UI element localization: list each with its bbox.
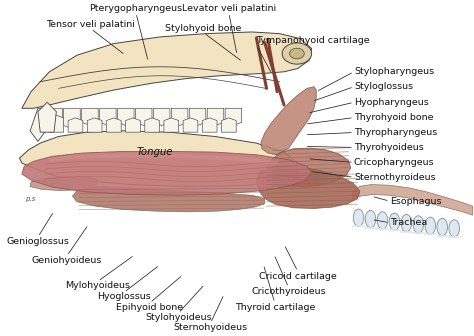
Polygon shape bbox=[202, 118, 217, 132]
Ellipse shape bbox=[401, 214, 411, 232]
Ellipse shape bbox=[365, 210, 376, 228]
Text: Pterygopharyngeus: Pterygopharyngeus bbox=[89, 4, 182, 13]
Text: Styloglossus: Styloglossus bbox=[354, 82, 413, 91]
Text: Epihyoid bone: Epihyoid bone bbox=[116, 303, 183, 312]
Circle shape bbox=[282, 43, 311, 64]
Ellipse shape bbox=[437, 218, 447, 236]
Polygon shape bbox=[118, 108, 134, 126]
Polygon shape bbox=[154, 108, 170, 126]
Polygon shape bbox=[352, 184, 473, 215]
Polygon shape bbox=[261, 87, 316, 155]
Polygon shape bbox=[189, 108, 206, 126]
Text: Cricopharyngeus: Cricopharyngeus bbox=[354, 158, 435, 167]
Polygon shape bbox=[38, 102, 56, 132]
Text: Mylohyoideus: Mylohyoideus bbox=[65, 282, 130, 290]
Ellipse shape bbox=[389, 213, 400, 230]
Polygon shape bbox=[256, 166, 360, 208]
Text: Genioglossus: Genioglossus bbox=[7, 237, 69, 246]
Polygon shape bbox=[221, 118, 236, 132]
Ellipse shape bbox=[377, 212, 388, 229]
Polygon shape bbox=[107, 118, 121, 132]
Polygon shape bbox=[49, 154, 279, 165]
Polygon shape bbox=[136, 108, 152, 126]
Polygon shape bbox=[207, 108, 224, 126]
Text: Sternothyroideus: Sternothyroideus bbox=[354, 173, 436, 182]
Text: Tongue: Tongue bbox=[137, 147, 173, 157]
Text: Cricoid cartilage: Cricoid cartilage bbox=[259, 271, 337, 281]
Polygon shape bbox=[73, 186, 264, 212]
Polygon shape bbox=[100, 108, 116, 126]
Text: p.s: p.s bbox=[26, 196, 36, 202]
Text: Esophagus: Esophagus bbox=[390, 197, 441, 206]
Polygon shape bbox=[49, 115, 64, 132]
Polygon shape bbox=[164, 118, 179, 132]
Polygon shape bbox=[171, 108, 188, 126]
Polygon shape bbox=[68, 118, 83, 132]
Polygon shape bbox=[126, 118, 140, 132]
Polygon shape bbox=[19, 131, 298, 186]
Text: Tensor veli palatini: Tensor veli palatini bbox=[46, 19, 135, 29]
Polygon shape bbox=[64, 108, 80, 129]
Text: Hyopharyngeus: Hyopharyngeus bbox=[354, 98, 428, 107]
Text: Thyrohyoid bone: Thyrohyoid bone bbox=[354, 113, 433, 122]
Text: Sternohyoideus: Sternohyoideus bbox=[173, 323, 247, 332]
Ellipse shape bbox=[413, 216, 424, 233]
Text: Cricothyroideus: Cricothyroideus bbox=[251, 287, 326, 296]
Polygon shape bbox=[82, 108, 98, 126]
Text: Stylohyoid bone: Stylohyoid bone bbox=[165, 24, 242, 33]
Text: Stylohyoideus: Stylohyoideus bbox=[145, 313, 211, 322]
Text: Geniohyoideus: Geniohyoideus bbox=[32, 256, 102, 265]
Polygon shape bbox=[145, 118, 160, 132]
Polygon shape bbox=[22, 32, 311, 108]
Text: Trachea: Trachea bbox=[390, 218, 427, 227]
Text: Thyropharyngeus: Thyropharyngeus bbox=[354, 128, 437, 137]
Polygon shape bbox=[87, 118, 102, 132]
Polygon shape bbox=[266, 148, 351, 187]
Text: Thyrohyoideus: Thyrohyoideus bbox=[354, 143, 424, 152]
Text: Stylopharyngeus: Stylopharyngeus bbox=[354, 67, 434, 76]
Text: Tympanohyoid cartilage: Tympanohyoid cartilage bbox=[256, 36, 370, 45]
Polygon shape bbox=[22, 152, 311, 195]
Ellipse shape bbox=[425, 217, 436, 234]
Polygon shape bbox=[30, 108, 46, 141]
Ellipse shape bbox=[449, 220, 459, 237]
Circle shape bbox=[290, 48, 304, 59]
Polygon shape bbox=[46, 108, 62, 129]
Polygon shape bbox=[183, 118, 198, 132]
Ellipse shape bbox=[353, 209, 364, 226]
Text: Hyoglossus: Hyoglossus bbox=[97, 292, 151, 301]
Text: Thyroid cartilage: Thyroid cartilage bbox=[235, 303, 315, 312]
Polygon shape bbox=[30, 176, 98, 191]
Polygon shape bbox=[225, 108, 242, 126]
Text: Levator veli palatini: Levator veli palatini bbox=[182, 4, 276, 13]
